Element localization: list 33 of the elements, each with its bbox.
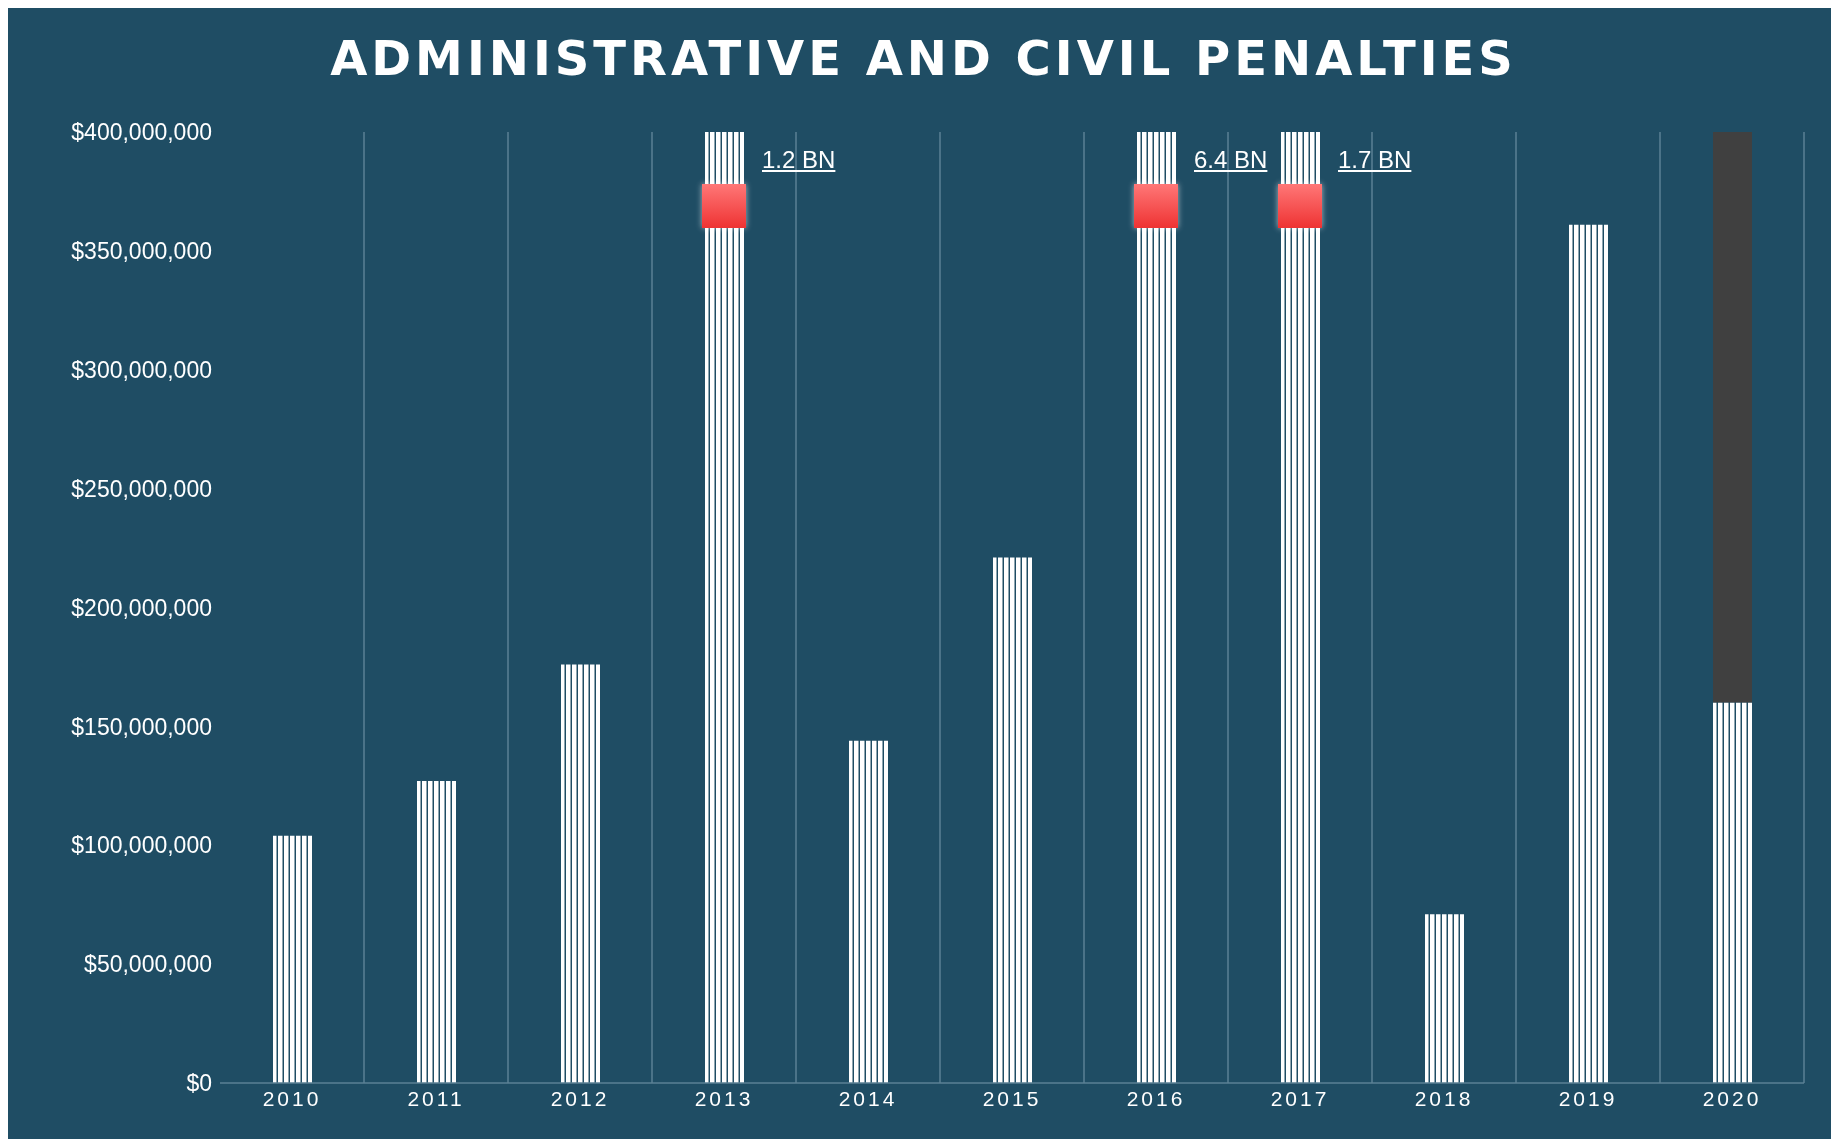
annotation: 1.2 BN	[762, 146, 836, 174]
x-tick-label: 2011	[407, 1086, 465, 1110]
y-tick-label: $350,000,000	[71, 238, 212, 265]
y-tick-label: $400,000,000	[71, 119, 212, 146]
x-tick-label: 2010	[262, 1086, 322, 1110]
x-tick-label: 2020	[1702, 1086, 1762, 1110]
x-tick-label: 2017	[1270, 1086, 1330, 1110]
x-tick-label: 2012	[550, 1086, 610, 1110]
bar	[417, 781, 456, 1083]
y-tick-label: $200,000,000	[71, 594, 212, 621]
y-tick-label: $300,000,000	[71, 356, 212, 383]
chart-title: ADMINISTRATIVE AND CIVIL PENALTIES	[329, 30, 1518, 86]
bar	[1713, 702, 1752, 1083]
x-tick-label: 2015	[982, 1086, 1042, 1110]
y-tick-label: $0	[186, 1070, 212, 1097]
x-tick-label: 2013	[694, 1086, 754, 1110]
bar	[849, 740, 888, 1083]
bar	[993, 557, 1032, 1083]
y-tick-label: $50,000,000	[84, 951, 212, 978]
annotation: 1.7 BN	[1338, 146, 1412, 174]
x-tick-label: 2019	[1558, 1086, 1618, 1110]
bar	[561, 664, 600, 1083]
bar	[1713, 132, 1752, 703]
y-tick-label: $250,000,000	[71, 475, 212, 502]
bar	[1569, 224, 1608, 1083]
bar	[1425, 914, 1464, 1083]
x-tick-label: 2018	[1414, 1086, 1474, 1110]
x-tick-label: 2014	[838, 1086, 898, 1110]
y-tick-label: $150,000,000	[71, 713, 212, 740]
bar	[273, 835, 312, 1083]
annotation: 6.4 BN	[1194, 146, 1268, 174]
x-tick-label: 2016	[1126, 1086, 1186, 1110]
y-tick-label: $100,000,000	[71, 832, 212, 859]
